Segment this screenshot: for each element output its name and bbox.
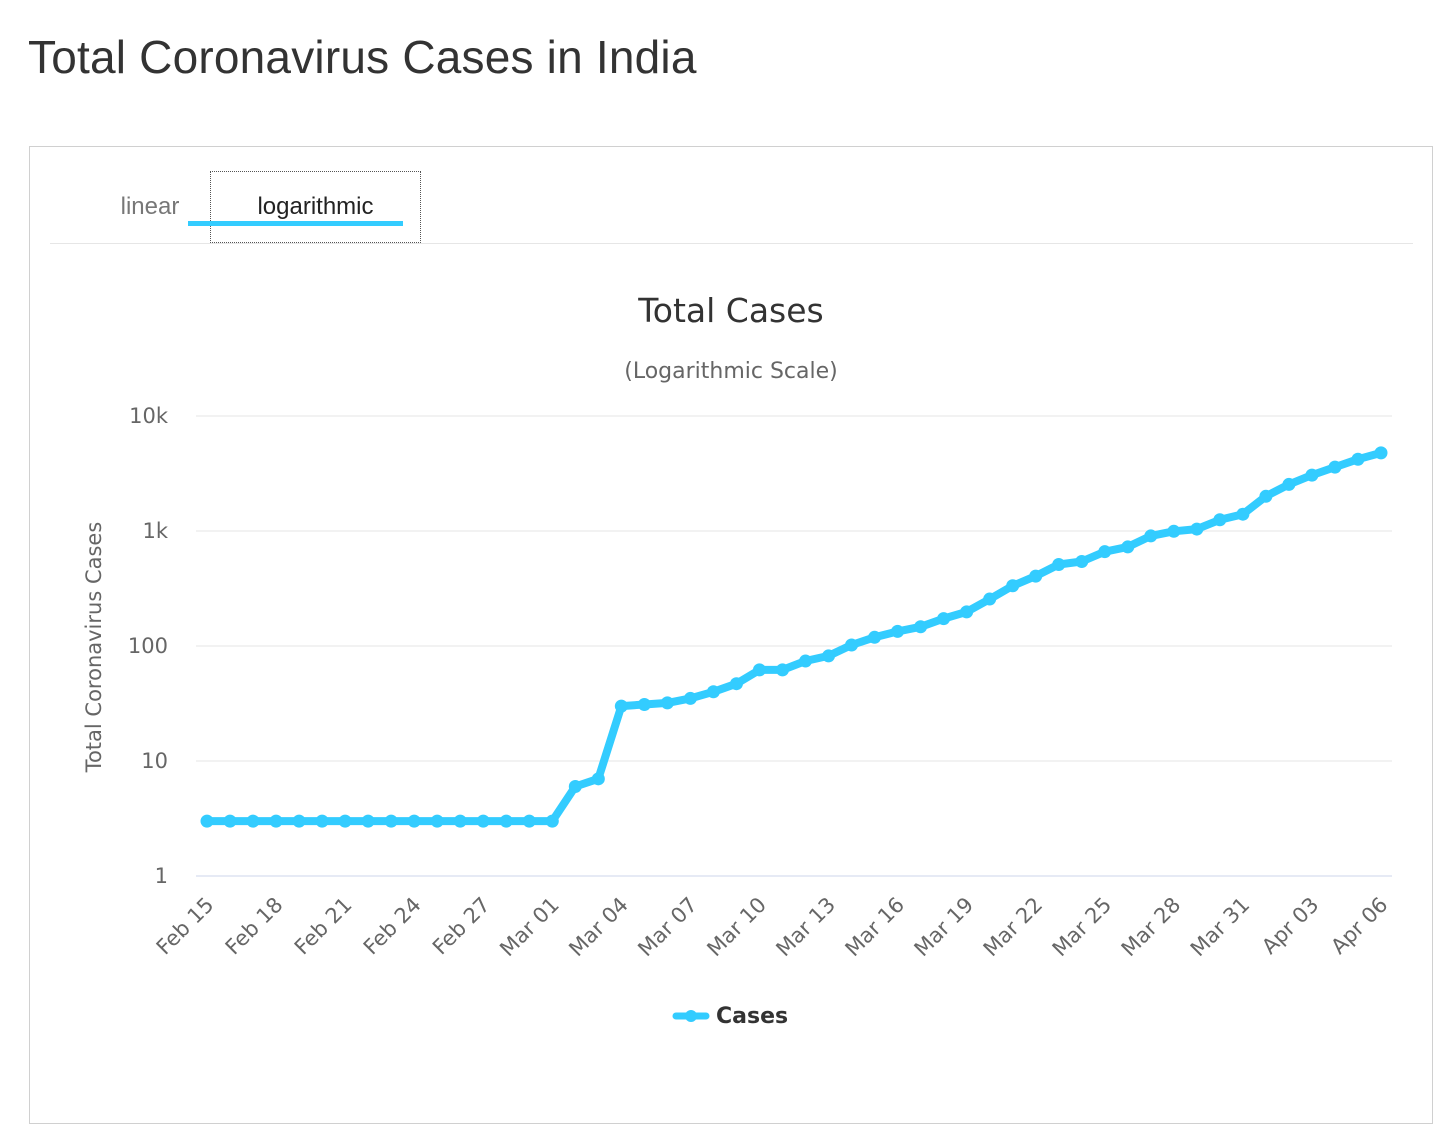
x-tick-label: Feb 18 [221, 893, 288, 960]
tab-linear[interactable]: linear [120, 193, 180, 220]
data-point [1305, 468, 1319, 482]
data-point [822, 649, 836, 663]
x-tick-label: Mar 19 [910, 893, 979, 962]
data-point [845, 638, 859, 652]
x-tick-label: Mar 10 [702, 893, 771, 962]
data-point [1052, 558, 1066, 572]
x-tick-label: Feb 24 [359, 893, 426, 960]
data-point [200, 814, 214, 828]
y-tick-label: 100 [128, 634, 168, 658]
series-cases-line [203, 448, 1385, 826]
data-point [384, 814, 398, 828]
data-point [292, 814, 306, 828]
data-point [223, 814, 237, 828]
x-tick-label: Mar 13 [771, 893, 840, 962]
data-point [637, 697, 651, 711]
data-point [1006, 579, 1020, 593]
data-point [868, 630, 882, 644]
x-tick-label: Apr 06 [1326, 893, 1392, 959]
legend-item-cases[interactable]: Cases [672, 1004, 788, 1029]
x-tick-label: Mar 22 [979, 893, 1048, 962]
data-point [1075, 554, 1089, 568]
data-point [522, 814, 536, 828]
data-point [775, 663, 789, 677]
x-tick-label: Mar 25 [1048, 893, 1117, 962]
data-point [246, 814, 260, 828]
data-point [1144, 529, 1158, 543]
x-tick-label: Apr 03 [1257, 893, 1323, 959]
data-point [545, 814, 559, 828]
y-gridlines [196, 415, 1392, 762]
data-point [683, 691, 697, 705]
chart-subtitle: (Logarithmic Scale) [624, 359, 838, 384]
data-point [476, 814, 490, 828]
data-point [729, 677, 743, 691]
data-point [660, 696, 674, 710]
data-point [430, 814, 444, 828]
data-point [1374, 446, 1388, 460]
legend-swatch-marker [685, 1010, 697, 1022]
chart-title: Total Cases [637, 291, 824, 330]
data-point [568, 780, 582, 794]
y-tick-labels: 1 10 100 1k 10k [128, 404, 169, 888]
y-tick-label: 10 [141, 749, 168, 773]
data-point [407, 814, 421, 828]
y-tick-label: 10k [129, 404, 169, 428]
x-tick-labels: Feb 15 Feb 18 Feb 21 Feb 24 Feb 27 Mar 01 Mar … [152, 893, 1393, 962]
data-point [591, 772, 605, 786]
y-tick-label: 1 [155, 864, 168, 888]
series-cases-points [200, 446, 1388, 828]
data-point [1167, 524, 1181, 538]
legend-label: Cases [716, 1004, 788, 1029]
x-tick-label: Feb 21 [290, 893, 357, 960]
data-point [269, 814, 283, 828]
y-axis-label: Total Coronavirus Cases [82, 522, 106, 774]
x-tick-label: Mar 28 [1117, 893, 1186, 962]
x-tick-label: Mar 07 [633, 893, 702, 962]
data-point [799, 654, 813, 668]
data-point [1213, 513, 1227, 527]
data-point [914, 620, 928, 634]
x-tick-label: Feb 27 [428, 893, 495, 960]
data-point [1259, 489, 1273, 503]
x-tick-label: Mar 04 [564, 893, 633, 962]
data-point [315, 814, 329, 828]
data-point [1121, 540, 1135, 554]
scale-tabs: linear logarithmic [50, 171, 1413, 244]
data-point [960, 605, 974, 619]
data-point [937, 612, 951, 626]
data-point [499, 814, 513, 828]
data-point [338, 814, 352, 828]
x-tick-label: Mar 31 [1186, 893, 1255, 962]
data-point [1282, 477, 1296, 491]
data-point [1029, 569, 1043, 583]
data-point [1351, 452, 1365, 466]
data-point [453, 814, 467, 828]
active-tab-indicator [188, 221, 403, 226]
data-point [361, 814, 375, 828]
data-point [983, 592, 997, 606]
x-tick-label: Mar 16 [841, 893, 910, 962]
data-point [1098, 545, 1112, 559]
y-tick-label: 1k [142, 519, 168, 543]
data-point [1190, 522, 1204, 536]
tab-logarithmic[interactable]: logarithmic [210, 171, 421, 243]
data-point [706, 685, 720, 699]
data-point [614, 699, 628, 713]
data-point [891, 624, 905, 638]
x-tick-label: Feb 15 [152, 893, 219, 960]
data-point [752, 663, 766, 677]
data-point [1236, 507, 1250, 521]
data-point [1328, 460, 1342, 474]
chart-panel: linear logarithmic [29, 146, 1433, 1124]
page-title: Total Coronavirus Cases in India [28, 31, 697, 83]
x-tick-label: Mar 01 [495, 893, 564, 962]
